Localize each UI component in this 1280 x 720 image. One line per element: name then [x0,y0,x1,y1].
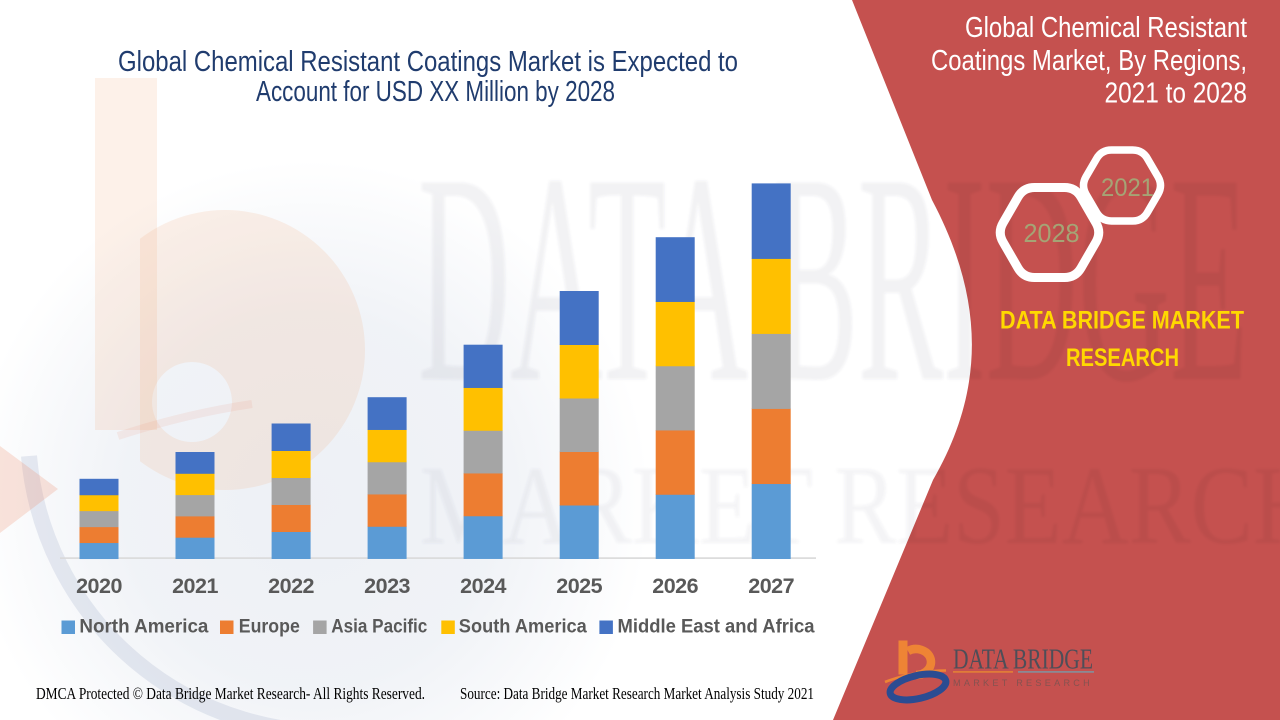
svg-text:DATA BRIDGE: DATA BRIDGE [953,644,1093,676]
svg-text:2022: 2022 [268,574,314,598]
svg-text:2021: 2021 [172,574,218,598]
svg-text:Global Chemical Resistant Coat: Global Chemical Resistant Coatings Marke… [118,46,738,78]
svg-text:Source: Data Bridge Market Res: Source: Data Bridge Market Research Mark… [460,684,814,703]
svg-text:2021 to 2028: 2021 to 2028 [1105,78,1248,110]
svg-text:2020: 2020 [76,574,122,598]
svg-text:Global Chemical Resistant: Global Chemical Resistant [965,12,1247,44]
svg-text:2028: 2028 [1024,218,1080,248]
svg-text:RESEARCH: RESEARCH [1066,344,1179,372]
svg-text:Asia Pacific: Asia Pacific [331,616,427,638]
svg-text:2024: 2024 [460,574,506,598]
svg-text:Account for USD XX Million by: Account for USD XX Million by 2028 [256,76,615,108]
svg-text:2027: 2027 [748,574,794,598]
svg-text:2026: 2026 [652,574,698,598]
svg-text:2023: 2023 [364,574,410,598]
svg-text:2021: 2021 [1101,175,1154,202]
svg-text:North America: North America [79,616,208,638]
svg-text:DATA BRIDGE MARKET: DATA BRIDGE MARKET [1000,307,1244,335]
svg-text:Coatings Market, By Regions,: Coatings Market, By Regions, [931,45,1247,77]
svg-text:Middle East and Africa: Middle East and Africa [618,616,815,638]
svg-text:MARKET RESEARCH: MARKET RESEARCH [953,678,1093,688]
svg-text:2025: 2025 [556,574,602,598]
svg-text:South America: South America [459,616,587,638]
svg-text:DMCA Protected © Data Bridge M: DMCA Protected © Data Bridge Market Rese… [36,684,425,703]
svg-text:Europe: Europe [239,616,300,638]
